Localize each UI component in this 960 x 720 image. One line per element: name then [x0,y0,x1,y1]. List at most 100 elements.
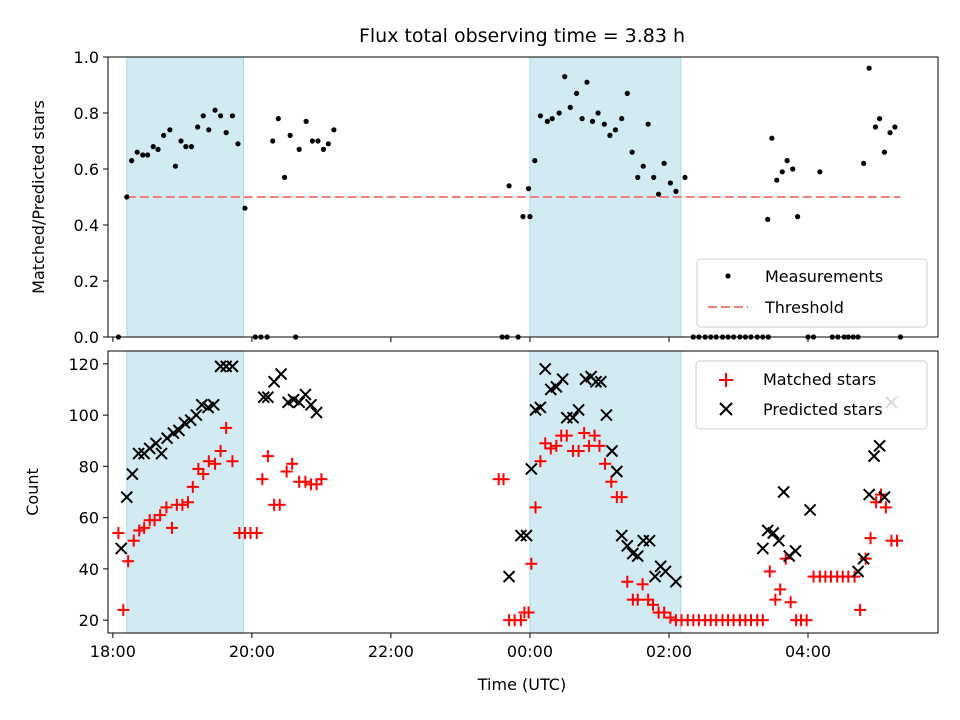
counts-legend: Matched stars Predicted stars [695,360,928,430]
ratio-y-axis-label: Matched/Predicted stars [29,100,48,294]
predicted-star-point [534,401,547,414]
matched-star-point [599,457,612,470]
matched-star-point [578,427,591,440]
chart-title: Flux total observing time = 3.83 h [359,25,685,47]
predicted-star-point [756,542,770,555]
matched-star-point [636,578,649,591]
measurement-point [887,130,893,136]
measurement-point [134,149,140,155]
measurement-point [556,110,562,116]
predicted-star-point [304,398,318,412]
matched-star-point [529,501,542,514]
matched-star-point [315,473,328,486]
predicted-star-point [214,360,227,373]
y-tick-label: 20 [79,611,99,630]
y-tick-label: 40 [79,560,99,579]
counts-y-axis-label: Count [23,468,42,516]
predicted-star-point [178,416,191,429]
predicted-star-point [643,534,656,547]
measurement-point [881,149,888,155]
y-tick-label: 0.8 [74,104,99,123]
measurement-point [829,334,835,340]
measurement-point [242,205,248,211]
predicted-star-point [873,439,886,453]
x-axis-label: Time (UTC) [477,675,566,694]
matched-star-point [186,480,199,493]
matched-star-point [534,455,547,468]
matched-star-point [160,501,173,514]
measurement-point [499,334,505,340]
predicted-star-point [310,406,323,419]
matched-star-point [250,527,263,540]
matched-star-point [220,421,233,434]
matched-star-point [299,475,312,488]
predicted-star-point [605,444,619,458]
predicted-star-point [572,403,585,417]
measurement-point [765,334,771,340]
matched-star-point [854,603,867,616]
matched-star-point [214,444,227,457]
predicted-star-point [803,503,817,517]
x-tick-label: 00:00 [507,642,553,661]
legend-measurements-marker [725,273,731,279]
legend-matched-label: Matched stars [763,370,876,389]
measurement-point [645,121,651,127]
measurement-point [155,146,161,152]
measurement-point [532,158,538,164]
measurement-point [866,65,872,71]
matched-star-point [621,575,634,588]
matched-star-point [864,532,877,545]
measurement-point [877,116,883,122]
measurement-point [527,214,533,220]
measurement-point [589,118,596,124]
measurement-point [595,110,601,116]
y-tick-label: 80 [79,457,99,476]
measurement-point [790,166,796,172]
matched-star-point [514,614,527,627]
measurement-point [850,334,856,340]
measurement-point [635,174,641,180]
matched-star-point [209,457,222,470]
matched-star-point [154,509,167,522]
predicted-star-point [621,539,634,553]
matched-star-point [588,429,601,442]
measurement-point [315,138,321,144]
predicted-star-point [550,380,563,394]
matched-star-point [202,455,215,468]
matched-star-point [544,442,557,455]
predicted-star-point [631,549,644,563]
measurement-point [769,135,775,141]
measurement-point [841,334,847,340]
ratio-legend-box [696,258,928,328]
measurement-point [779,169,785,175]
predicted-star-point [207,398,220,412]
measurement-point [549,116,555,122]
predicted-star-point [610,465,624,478]
matched-star-point [774,583,787,596]
matched-star-point [848,570,861,583]
matched-star-point [148,514,161,527]
measurement-point [629,149,635,155]
matched-star-point [197,468,210,481]
matched-star-point [593,439,606,452]
measurement-point [584,79,590,85]
measurement-point [258,334,264,340]
measurement-point [124,194,130,200]
measurement-point [129,158,135,164]
measurement-point [667,180,673,186]
measurement-point [702,334,708,340]
measurement-point [229,113,236,119]
matched-star-point [181,496,194,509]
matched-star-point [583,439,596,452]
measurement-point [601,121,607,127]
predicted-star-point [867,449,881,463]
matched-star-point [800,614,813,627]
matched-star-point [525,557,538,570]
predicted-star-point [190,408,203,422]
measurement-point [504,334,510,340]
measurement-point [624,90,630,96]
ratio-panel: 0.0 0.2 0.4 0.6 0.8 1.0 Matched/Predicted sta… [29,48,939,347]
measurement-point [195,124,201,130]
matched-star-point [256,473,269,486]
measurement-point [252,334,258,340]
